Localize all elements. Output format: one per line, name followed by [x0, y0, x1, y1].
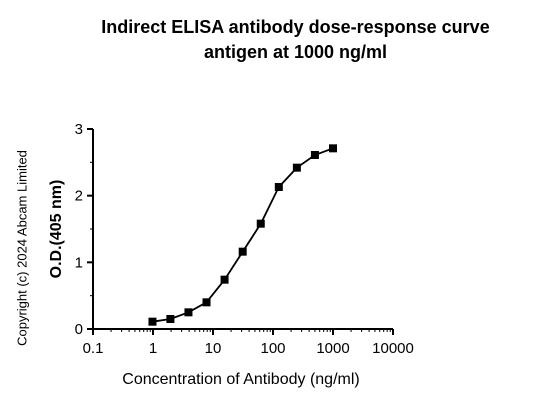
- data-point-marker: [166, 315, 175, 323]
- data-point-marker: [202, 298, 211, 307]
- data-point-marker: [329, 144, 337, 153]
- x-tick-label: 10000: [372, 340, 414, 357]
- y-tick-label: 0: [75, 321, 83, 338]
- y-tick-label: 2: [75, 188, 83, 205]
- series-line: [152, 147, 334, 323]
- chart-title-line2: antigen at 1000 ng/ml: [203, 42, 388, 62]
- data-point-marker: [274, 183, 283, 191]
- x-tick-label: 1: [149, 340, 157, 357]
- x-tick-label: 100: [260, 340, 285, 357]
- chart-axes: [92, 129, 393, 330]
- x-tick-label: 0.1: [83, 340, 104, 357]
- y-ticks: 0 1 2 3: [75, 121, 93, 338]
- chart-title-line1: Indirect ELISA antibody dose-response cu…: [101, 17, 490, 37]
- data-series: [148, 144, 337, 326]
- data-point-marker: [220, 275, 229, 284]
- x-tick-label: 1000: [316, 340, 349, 357]
- data-point-marker: [310, 151, 319, 159]
- data-point-marker: [256, 219, 265, 228]
- y-tick-label: 3: [75, 121, 83, 138]
- data-point-marker: [184, 308, 193, 317]
- x-tick-label: 10: [205, 340, 222, 357]
- data-point-marker: [238, 247, 247, 256]
- y-axis-label: O.D.(405 nm): [48, 180, 65, 279]
- data-point-marker: [292, 163, 301, 172]
- x-axis-label: Concentration of Antibody (ng/ml): [122, 371, 359, 388]
- x-ticks: 0.1 1 10 100 1000 10000: [83, 329, 414, 357]
- y-tick-label: 1: [75, 254, 83, 271]
- data-point-marker: [148, 317, 157, 326]
